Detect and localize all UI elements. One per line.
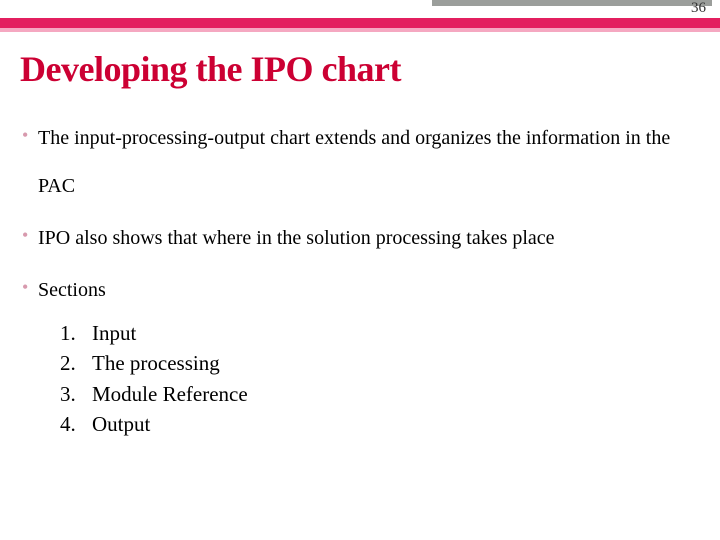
item-number: 3. [60, 379, 92, 409]
numbered-item: 4. Output [60, 409, 700, 439]
page-number: 36 [691, 0, 706, 17]
item-number: 2. [60, 348, 92, 378]
item-number: 4. [60, 409, 92, 439]
bullet-list: The input-processing-output chart extend… [20, 114, 700, 314]
bullet-item: Sections [20, 266, 700, 314]
item-text: Output [92, 409, 150, 439]
header-pink-light-bar [0, 28, 720, 32]
numbered-item: 2. The processing [60, 348, 700, 378]
item-text: Module Reference [92, 379, 248, 409]
item-text: The processing [92, 348, 220, 378]
numbered-item: 1. Input [60, 318, 700, 348]
item-number: 1. [60, 318, 92, 348]
slide-title: Developing the IPO chart [20, 48, 700, 90]
header-gray-accent [432, 0, 712, 6]
content-area: Developing the IPO chart The input-proce… [20, 48, 700, 440]
bullet-item: IPO also shows that where in the solutio… [20, 214, 700, 262]
header-pink-bar [0, 18, 720, 28]
numbered-item: 3. Module Reference [60, 379, 700, 409]
header-bar [0, 0, 720, 28]
bullet-item: The input-processing-output chart extend… [20, 114, 700, 210]
item-text: Input [92, 318, 136, 348]
numbered-list: 1. Input 2. The processing 3. Module Ref… [60, 318, 700, 440]
